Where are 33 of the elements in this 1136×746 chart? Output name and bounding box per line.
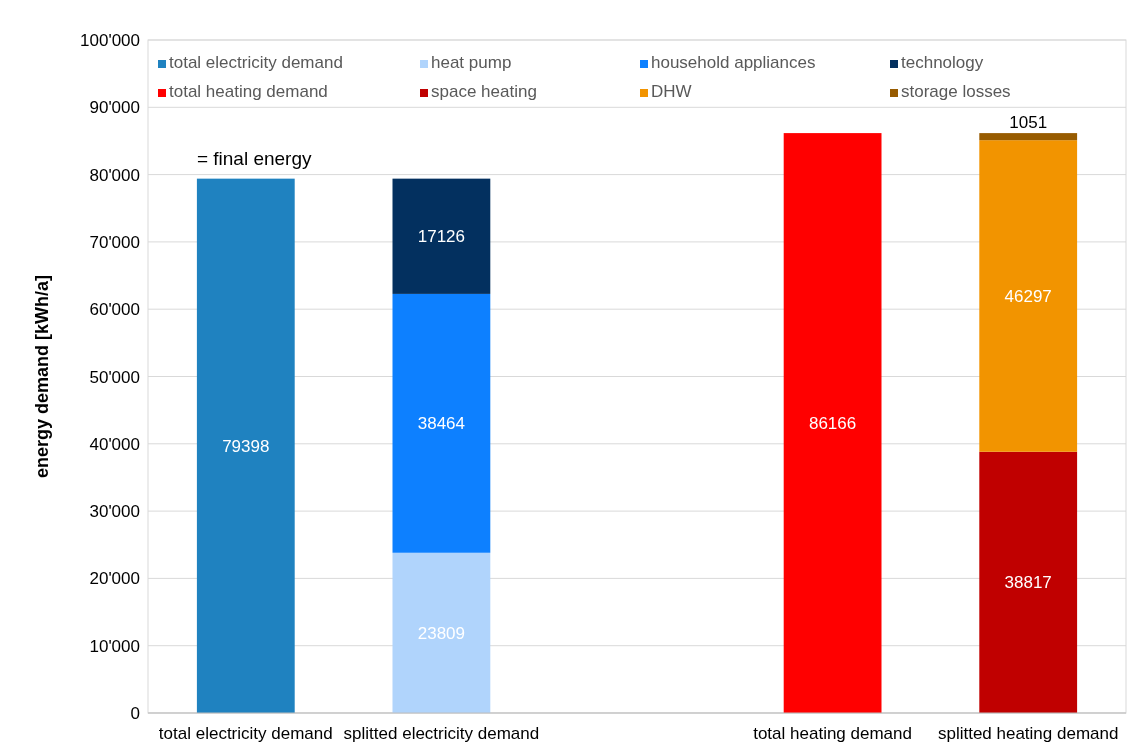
y-tick-label: 50'000: [89, 367, 140, 387]
data-label: 1051: [1009, 113, 1048, 133]
legend-label: DHW: [651, 82, 692, 101]
legend-label: total heating demand: [169, 82, 328, 101]
annotation: = final energy: [196, 147, 312, 169]
data-label: 86166: [808, 414, 857, 434]
y-tick-label: 10'000: [89, 636, 140, 656]
y-tick-label: 60'000: [89, 300, 140, 320]
y-tick-label: 30'000: [89, 502, 140, 522]
legend-label: heat pump: [431, 53, 512, 72]
y-tick-label: 40'000: [89, 434, 140, 454]
legend-label: technology: [901, 53, 984, 72]
x-tick-label: total heating demand: [753, 724, 912, 743]
y-tick-label: 100'000: [80, 31, 140, 50]
y-tick-label: 70'000: [89, 232, 140, 252]
y-tick-label: 20'000: [89, 569, 140, 589]
data-label: 23809: [417, 623, 466, 643]
data-label: 38817: [1004, 573, 1052, 593]
y-axis-title: energy demand [kWh/a]: [32, 274, 52, 479]
y-tick-label: 90'000: [89, 98, 140, 118]
x-tick-label: splitted electricity demand: [343, 724, 540, 743]
y-tick-label: 0: [130, 704, 140, 723]
legend-label: household appliances: [651, 53, 816, 72]
data-label: 79398: [222, 436, 270, 456]
legend-label: total electricity demand: [169, 53, 343, 72]
data-label: 46297: [1004, 286, 1052, 306]
legend-label: space heating: [431, 82, 537, 101]
y-tick-label: 80'000: [89, 165, 140, 185]
x-tick-label: splitted heating demand: [937, 724, 1119, 743]
data-label: 17126: [417, 227, 466, 247]
data-label: 38464: [417, 414, 466, 434]
x-tick-label: total electricity demand: [158, 724, 333, 743]
legend-label: storage losses: [901, 82, 1011, 101]
